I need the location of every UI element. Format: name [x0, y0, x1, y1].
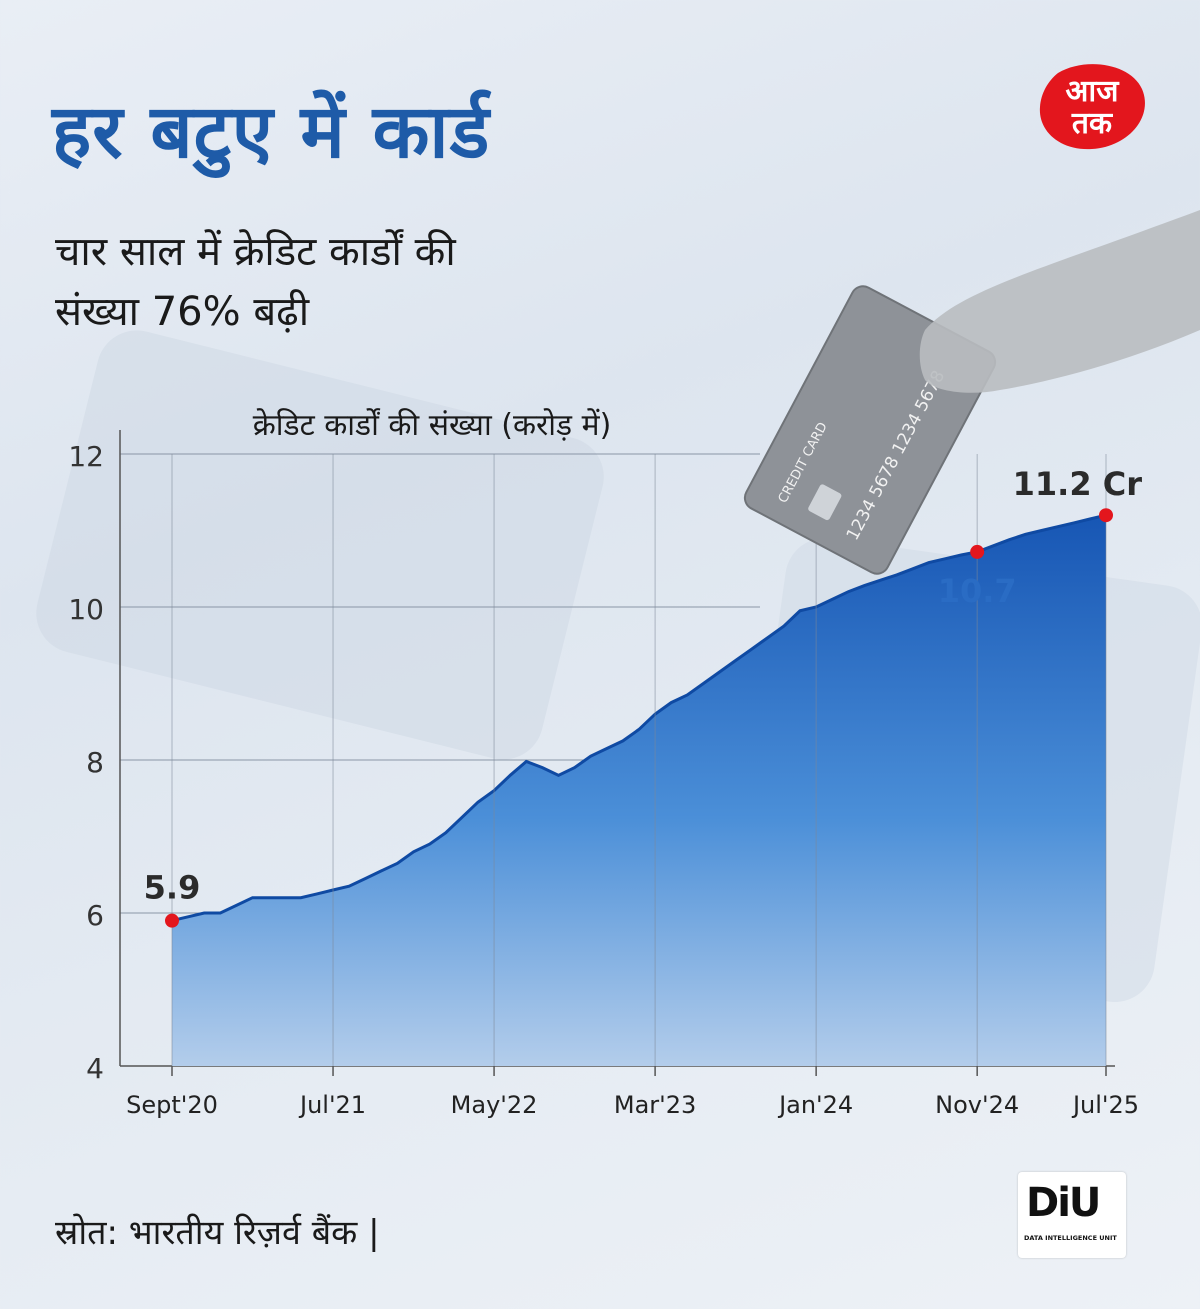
- y-tick-label: 12: [68, 440, 104, 473]
- highlight-point: [970, 544, 985, 559]
- card-chip: [808, 484, 842, 521]
- x-tick-label: Jan'24: [777, 1091, 853, 1119]
- chart-title: क्रेडिट कार्डों की संख्या (करोड़ में): [253, 408, 612, 443]
- x-gridlines: Sept'20 Jul'21 May'22 Mar'23 Jan'24 Nov'24 Jul…: [126, 454, 1139, 1119]
- y-tick-label: 8: [86, 746, 104, 779]
- x-tick-label: Nov'24: [935, 1091, 1019, 1119]
- highlight-points: 5.9 10.7 11.2 Cr: [144, 465, 1143, 928]
- source-note: स्रोत: भारतीय रिज़र्व बैंक |: [55, 1213, 380, 1253]
- highlight-label: 10.7: [938, 572, 1017, 610]
- subtitle-line-2: संख्या 76% बढ़ी: [55, 289, 310, 335]
- highlight-label: 5.9: [144, 869, 201, 907]
- x-tick-label: May'22: [451, 1091, 538, 1119]
- area-series: [172, 515, 1106, 1066]
- x-tick-label: Jul'21: [298, 1091, 366, 1119]
- x-tick-label: Jul'25: [1071, 1091, 1139, 1119]
- page-subtitle: चार साल में क्रेडिट कार्डों की संख्या 76…: [55, 222, 695, 342]
- page-title: हर बटुए में कार्ड: [52, 89, 491, 175]
- subtitle-line-1: चार साल में क्रेडिट कार्डों की: [55, 229, 456, 275]
- logo-text-line1: आज: [1066, 74, 1121, 109]
- diu-logo-text: DiU: [1026, 1180, 1101, 1226]
- aajtak-logo: आज तक: [1039, 64, 1145, 150]
- x-tick-label: Sept'20: [126, 1091, 218, 1119]
- y-tick-label: 10: [68, 593, 104, 626]
- y-tick-label: 4: [86, 1052, 104, 1085]
- logo-text-line2: तक: [1071, 106, 1113, 141]
- highlight-label: 11.2 Cr: [1013, 465, 1143, 503]
- y-tick-label: 6: [86, 899, 104, 932]
- hand-illustration: [919, 210, 1200, 393]
- line-series: [171, 513, 1107, 923]
- diu-logo-subtext: DATA INTELLIGENCE UNIT: [1024, 1234, 1117, 1242]
- diu-logo: DiU DATA INTELLIGENCE UNIT: [1018, 1172, 1126, 1258]
- x-tick-label: Mar'23: [614, 1091, 696, 1119]
- logo-shape: [1039, 64, 1145, 150]
- highlight-point: [165, 913, 179, 928]
- highlight-point: [1099, 508, 1113, 523]
